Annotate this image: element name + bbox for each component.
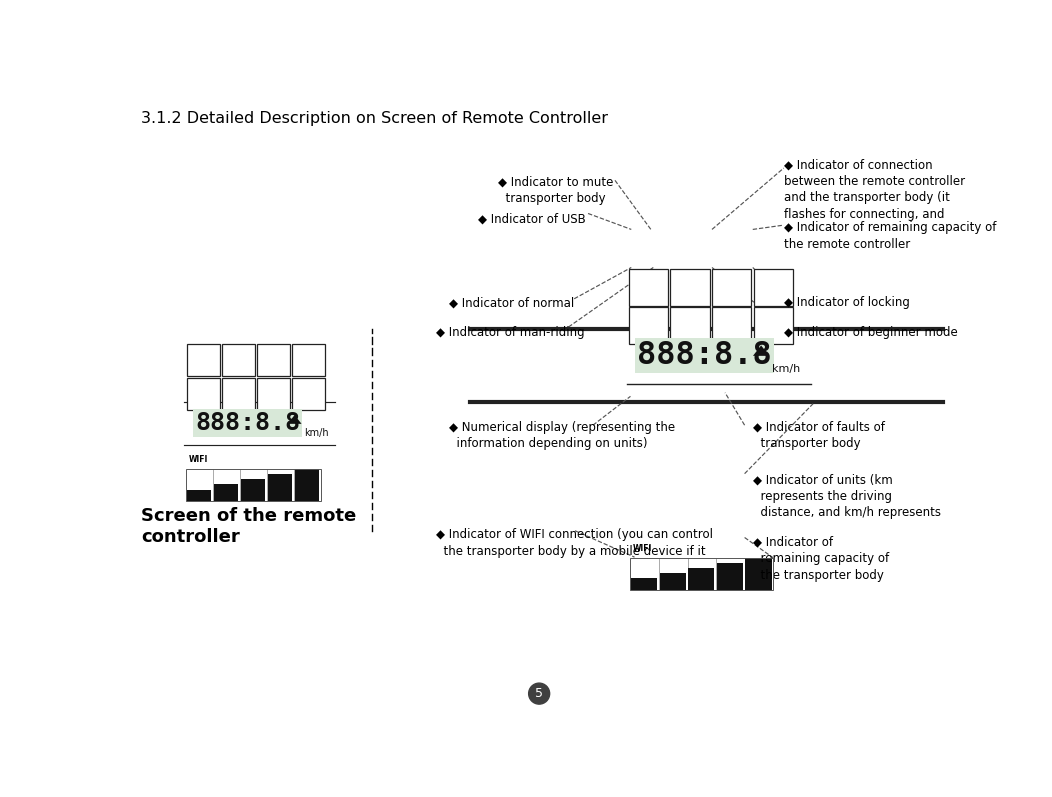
Polygon shape (753, 345, 769, 355)
Bar (187, 489, 211, 501)
Bar (631, 579, 658, 590)
Bar (688, 568, 714, 590)
Text: ◆ Indicator of normal: ◆ Indicator of normal (449, 296, 574, 309)
Text: WIFI: WIFI (188, 455, 208, 464)
Bar (214, 485, 239, 501)
Text: ◆ Indicator of
  remaining capacity of
  the transporter body: ◆ Indicator of remaining capacity of the… (753, 536, 889, 582)
Bar (267, 474, 292, 501)
Bar (222, 344, 255, 376)
Text: km/h: km/h (772, 363, 801, 374)
Bar (187, 344, 220, 376)
Text: Screen of the remote
controller: Screen of the remote controller (141, 507, 357, 546)
Text: ◆ Indicator of beginner mode: ◆ Indicator of beginner mode (784, 326, 957, 339)
Bar (222, 378, 255, 410)
Text: ◆ Indicator of connection
between the remote controller
and the transporter body: ◆ Indicator of connection between the re… (784, 159, 965, 221)
Bar (716, 563, 743, 590)
Bar (257, 344, 289, 376)
Bar (629, 269, 668, 305)
Bar (295, 469, 319, 501)
Polygon shape (287, 415, 302, 424)
Bar (629, 308, 668, 344)
Text: 3.1.2 Detailed Description on Screen of Remote Controller: 3.1.2 Detailed Description on Screen of … (141, 111, 608, 126)
Text: km/h: km/h (304, 429, 328, 438)
Text: ◆ Indicator of man-riding: ◆ Indicator of man-riding (436, 326, 584, 339)
Text: ◆ Indicator of USB: ◆ Indicator of USB (478, 212, 586, 226)
Bar (292, 378, 325, 410)
Text: ◆ Indicator of faults of
  transporter body: ◆ Indicator of faults of transporter bod… (753, 421, 885, 450)
Text: ◆ Numerical display (representing the
  information depending on units): ◆ Numerical display (representing the in… (449, 421, 675, 450)
Text: 888:8.8: 888:8.8 (636, 340, 771, 371)
Bar (660, 573, 686, 590)
Text: ◆ Indicator of remaining capacity of
the remote controller: ◆ Indicator of remaining capacity of the… (784, 222, 996, 251)
Bar (712, 269, 751, 305)
Text: ◆ Indicator of units (km
  represents the driving
  distance, and km/h represent: ◆ Indicator of units (km represents the … (753, 473, 940, 519)
Bar (670, 308, 709, 344)
Bar (753, 308, 793, 344)
Bar (257, 378, 289, 410)
Bar (712, 308, 751, 344)
Bar (753, 269, 793, 305)
Text: ◆ Indicator to mute
  transporter body: ◆ Indicator to mute transporter body (499, 175, 613, 205)
Text: ◆ Indicator of WIFI connection (you can control
  the transporter body by a mobi: ◆ Indicator of WIFI connection (you can … (436, 528, 712, 558)
Text: 888:8.8: 888:8.8 (196, 411, 300, 435)
Bar (746, 558, 771, 590)
Bar (241, 479, 265, 501)
Text: WIFI: WIFI (633, 544, 652, 553)
Text: 5: 5 (535, 687, 543, 700)
Bar (187, 378, 220, 410)
Text: ◆ Indicator of locking: ◆ Indicator of locking (784, 296, 910, 309)
Bar (186, 469, 321, 501)
Bar (292, 344, 325, 376)
Bar (630, 558, 773, 590)
Bar (670, 269, 709, 305)
